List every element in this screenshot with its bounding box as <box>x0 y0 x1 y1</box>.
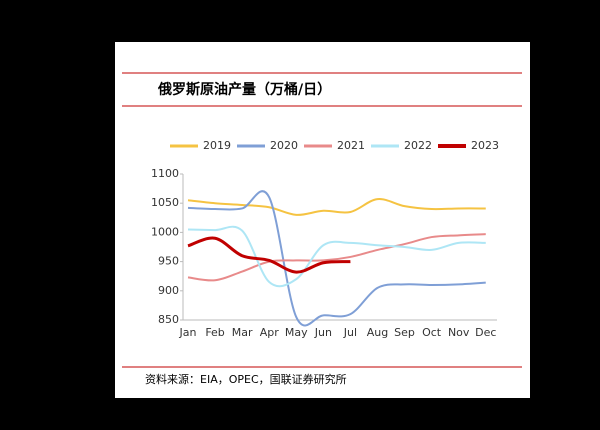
legend-label: 2022 <box>404 139 432 152</box>
source-note: 资料来源：EIA，OPEC，国联证券研究所 <box>145 372 347 386</box>
x-tick-label: Aug <box>367 326 388 339</box>
x-tick-label: Dec <box>475 326 496 339</box>
series-line <box>187 225 486 288</box>
legend-label: 2021 <box>337 139 365 152</box>
legend-label: 2023 <box>471 139 499 152</box>
series-line <box>187 236 351 274</box>
x-tick-label: Nov <box>448 326 470 339</box>
x-tick-label: Jun <box>314 326 332 339</box>
y-tick-label: 850 <box>158 313 179 326</box>
x-tick-label: Oct <box>422 326 442 339</box>
x-tick-label: Apr <box>260 326 280 339</box>
x-tick-label: Jul <box>343 326 357 339</box>
x-tick-label: Mar <box>232 326 253 339</box>
x-tick-label: May <box>285 326 308 339</box>
legend-label: 2019 <box>203 139 231 152</box>
legend-label: 2020 <box>270 139 298 152</box>
x-tick-label: Jan <box>179 326 197 339</box>
y-tick-label: 1100 <box>151 167 179 180</box>
series-line <box>187 233 486 282</box>
x-tick-label: Sep <box>394 326 415 339</box>
y-tick-label: 1000 <box>151 225 179 238</box>
y-tick-label: 950 <box>158 255 179 268</box>
series-line <box>187 190 486 327</box>
y-tick-label: 900 <box>158 284 179 297</box>
chart-title: 俄罗斯原油产量（万桶/日） <box>157 81 331 98</box>
y-tick-label: 1050 <box>151 196 179 209</box>
panel <box>115 42 530 398</box>
x-tick-label: Feb <box>205 326 224 339</box>
series-line <box>187 198 486 216</box>
